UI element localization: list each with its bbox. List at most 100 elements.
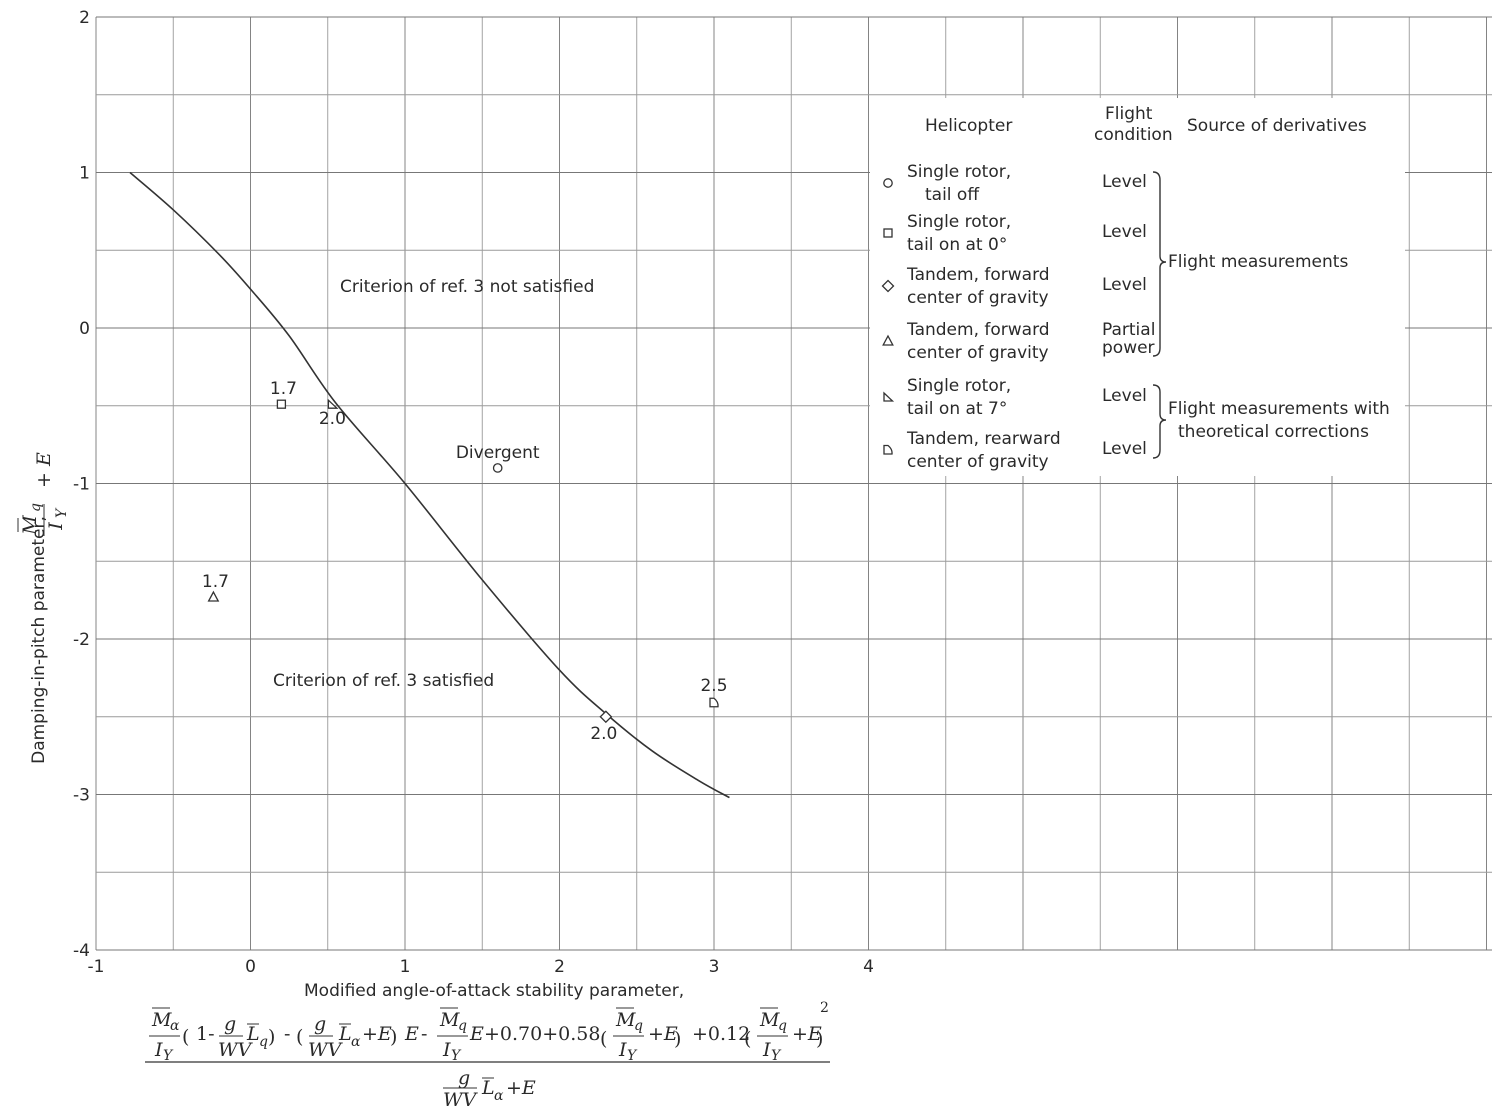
legend-entry-line1: Single rotor, [907, 376, 1011, 396]
svg-text:): ) [390, 1026, 397, 1048]
legend-group-2-line1: Flight measurements with [1168, 399, 1390, 419]
y-tick-label: -2 [73, 630, 90, 650]
x-tick-label: 4 [863, 957, 874, 977]
svg-text:L: L [338, 1023, 352, 1045]
legend-entry-line1: Single rotor, [907, 162, 1011, 182]
svg-text:q: q [778, 1018, 787, 1034]
legend-header-flight: Flight [1105, 104, 1153, 124]
svg-text:M: M [151, 1009, 172, 1031]
svg-text:M: M [19, 515, 41, 536]
x-tick-label: -1 [88, 957, 105, 977]
legend: Helicopter Flight condition Source of de… [870, 98, 1405, 476]
legend-header-condition: condition [1094, 125, 1173, 145]
x-tick-label: 3 [709, 957, 720, 977]
point-label: 2.0 [319, 409, 346, 429]
svg-text:L: L [246, 1023, 260, 1045]
y-tick-label: -4 [73, 941, 90, 961]
y-tick-label: 1 [79, 164, 90, 184]
legend-condition: Partial [1102, 320, 1155, 340]
svg-text:(: ( [744, 1028, 751, 1050]
point-d-shape [709, 697, 719, 708]
legend-entries: Single rotor, tail off Level Single rotor, t… [881, 162, 1155, 472]
legend-condition-line2: power [1102, 338, 1155, 358]
legend-group-1-line1: Flight measurements [1168, 252, 1348, 272]
svg-text:+E: +E [648, 1023, 678, 1045]
svg-text:): ) [674, 1028, 681, 1050]
svg-text:2: 2 [820, 1000, 829, 1016]
svg-text:): ) [816, 1028, 823, 1050]
point-circle [492, 463, 503, 473]
svg-text:+E: +E [792, 1023, 822, 1045]
legend-header-source: Source of derivatives [1187, 116, 1367, 136]
point-label: 2.0 [590, 724, 617, 744]
svg-text:q: q [259, 1034, 268, 1050]
legend-group-2-line2: theoretical corrections [1178, 422, 1369, 442]
legend-entry-line2: tail on at 0° [907, 235, 1007, 255]
legend-marker-diamond [881, 279, 895, 293]
legend-marker-circle [883, 178, 893, 188]
svg-text:α: α [170, 1018, 180, 1034]
legend-entry-line2: tail on at 7° [907, 399, 1007, 419]
svg-text:α: α [351, 1034, 361, 1050]
svg-text:Y: Y [163, 1048, 174, 1064]
svg-text:I: I [442, 1039, 451, 1061]
y-axis-formula: M q I Y + E [17, 452, 70, 536]
svg-text:WV: WV [443, 1089, 479, 1109]
y-tick-label: -3 [73, 786, 90, 806]
svg-text:+0.70+0.58: +0.70+0.58 [484, 1023, 600, 1045]
svg-text:WV: WV [308, 1039, 344, 1061]
legend-entry-line2: center of gravity [907, 343, 1049, 363]
svg-text:+E: +E [506, 1077, 536, 1099]
legend-condition: Level [1102, 222, 1147, 242]
svg-text:Y: Y [451, 1048, 462, 1064]
svg-text:E: E [404, 1023, 419, 1045]
y-axis-title: Damping-in-pitch parameter, [29, 516, 49, 764]
legend-entry-line1: Tandem, rearward [906, 429, 1061, 449]
legend-brace-2 [1152, 384, 1167, 459]
region-label-not-satisfied: Criterion of ref. 3 not satisfied [340, 277, 594, 297]
svg-text:Y: Y [54, 507, 70, 518]
point-label: 1.7 [202, 572, 229, 592]
legend-condition: Level [1102, 386, 1147, 406]
legend-entry-line2: center of gravity [907, 288, 1049, 308]
svg-text:Y: Y [627, 1048, 638, 1064]
svg-text:q: q [634, 1018, 643, 1034]
x-tick-label: 1 [400, 957, 411, 977]
legend-condition: Level [1102, 275, 1147, 295]
svg-text:q: q [28, 503, 44, 512]
svg-text:q: q [458, 1018, 467, 1034]
svg-text:M: M [759, 1009, 780, 1031]
svg-text:+E: +E [362, 1023, 392, 1045]
svg-text:L: L [481, 1077, 495, 1099]
svg-text:g: g [458, 1067, 470, 1089]
x-tick-label: 2 [554, 957, 565, 977]
svg-text:+ E: + E [33, 452, 55, 488]
point-label: 1.7 [270, 379, 297, 399]
svg-text:M: M [615, 1009, 636, 1031]
boundary-curve [129, 171, 730, 799]
point-triangle [207, 590, 220, 602]
svg-text:Y: Y [771, 1048, 782, 1064]
legend-entry-line1: Tandem, forward [906, 320, 1050, 340]
y-tick-label: -1 [73, 475, 90, 495]
svg-text:I: I [154, 1039, 163, 1061]
svg-text:I: I [618, 1039, 627, 1061]
svg-text:+0.12: +0.12 [692, 1023, 750, 1045]
point-square [276, 399, 287, 409]
legend-condition: Level [1102, 439, 1147, 459]
legend-header-helicopter: Helicopter [925, 116, 1012, 136]
legend-background [870, 98, 1405, 476]
y-tick-label: 0 [79, 319, 90, 339]
legend-marker-triangle [882, 334, 894, 346]
legend-condition: Level [1102, 172, 1147, 192]
y-axis-label: Damping-in-pitch parameter, M q I Y + E [17, 452, 70, 764]
svg-text:M: M [439, 1009, 460, 1031]
svg-text:(: ( [296, 1026, 303, 1048]
svg-text:E: E [469, 1023, 484, 1045]
legend-marker-square [883, 228, 893, 238]
svg-text:-: - [421, 1023, 427, 1045]
point-tri-right [327, 398, 339, 409]
point-diamond [599, 710, 613, 724]
